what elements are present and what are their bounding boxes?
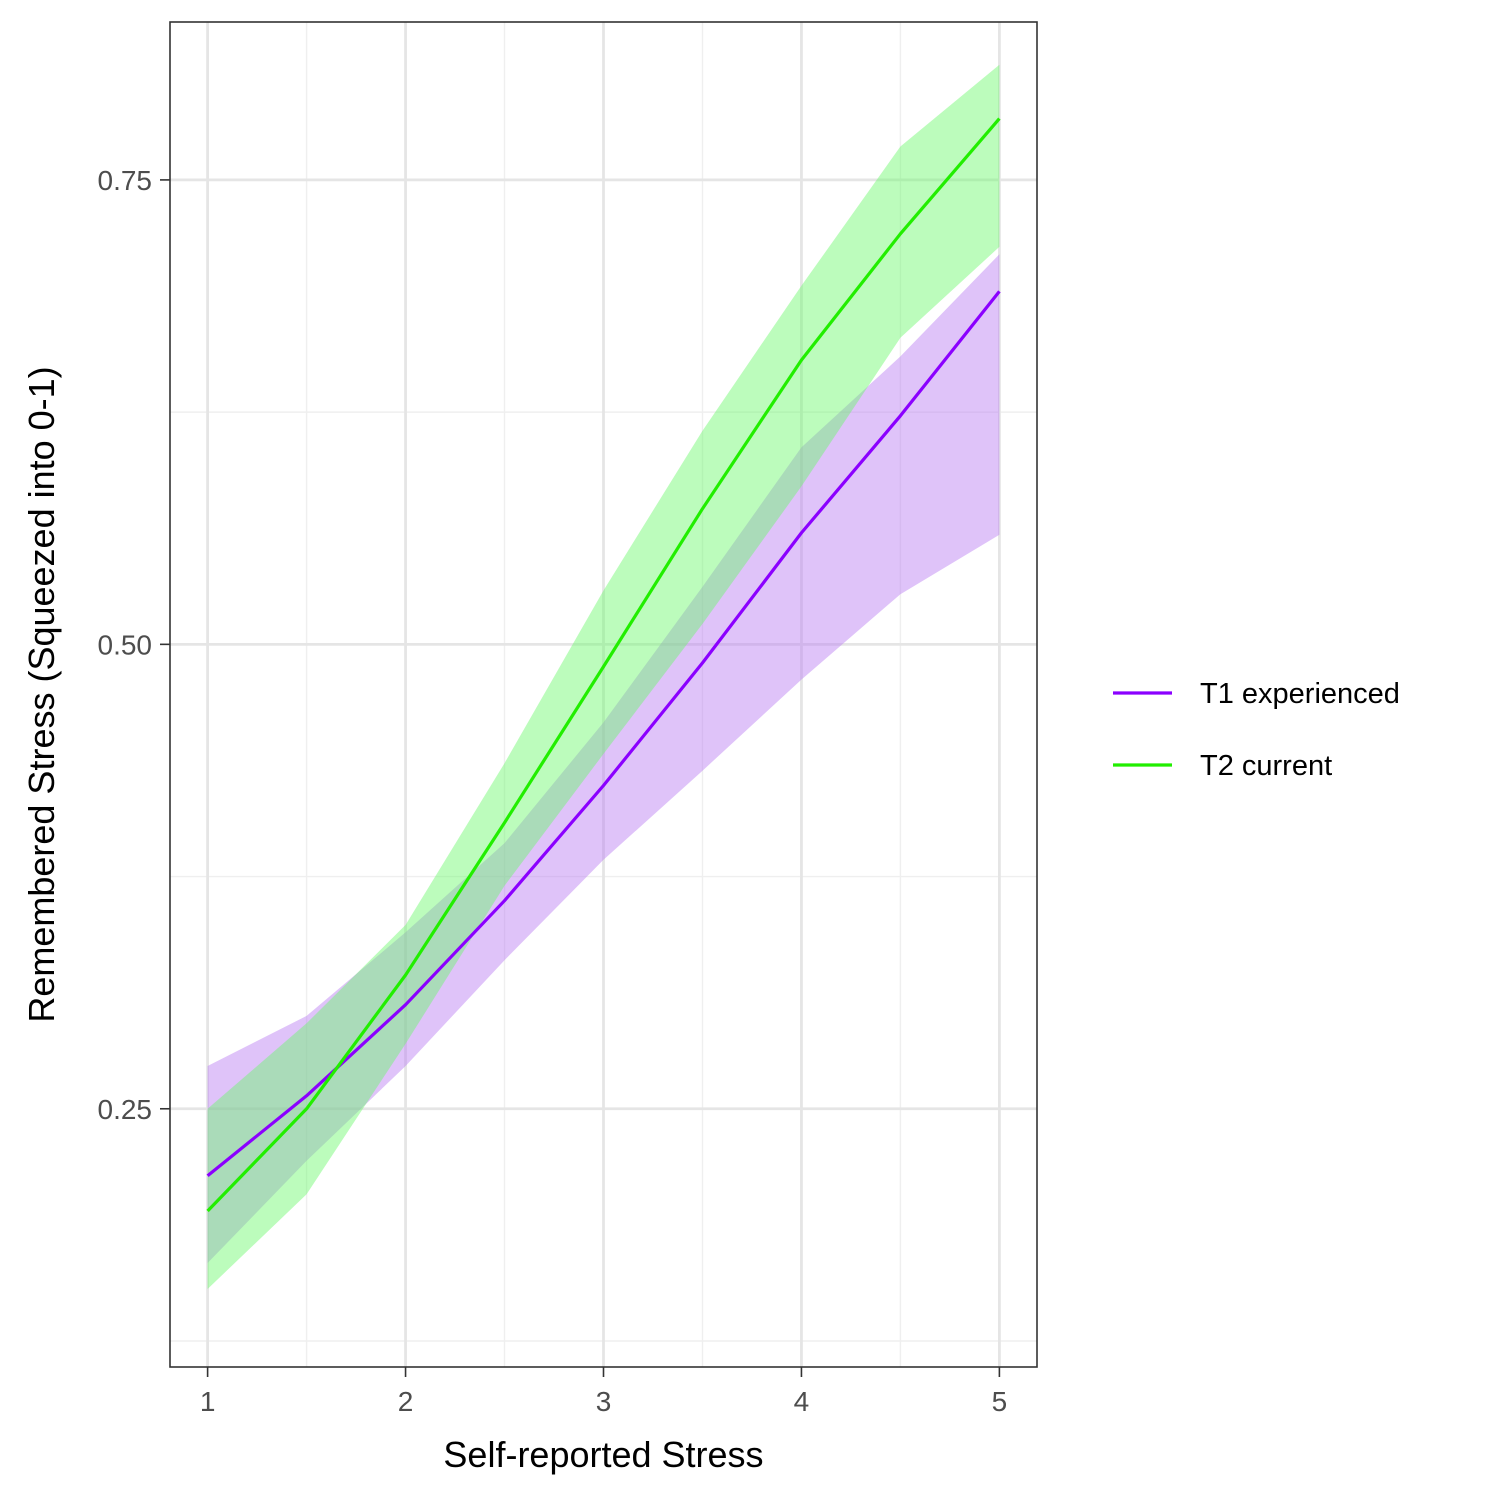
grid-major <box>170 22 1037 1367</box>
y-tick-label: 0.75 <box>98 165 153 196</box>
x-tick-label: 1 <box>200 1386 216 1417</box>
legend-label-t1-experienced: T1 experienced <box>1200 678 1400 710</box>
y-axis: 0.25 0.50 0.75 <box>98 165 170 1125</box>
y-tick-label: 0.25 <box>98 1094 153 1125</box>
y-axis-title: Remembered Stress (Squeezed into 0-1) <box>21 366 62 1022</box>
x-axis-title: Self-reported Stress <box>443 1434 763 1475</box>
legend-label-t2-current: T2 current <box>1200 750 1332 782</box>
x-tick-label: 5 <box>992 1386 1008 1417</box>
ribbon-t2-current <box>207 64 1000 1290</box>
x-tick-label: 3 <box>596 1386 612 1417</box>
ribbon-t1-experienced <box>207 254 1000 1263</box>
x-tick-label: 4 <box>794 1386 810 1417</box>
y-tick-label: 0.50 <box>98 629 153 660</box>
line-t2-current <box>206 117 1001 1213</box>
x-axis: 1 2 3 4 5 <box>200 1367 1007 1417</box>
confidence-ribbons <box>207 64 1000 1290</box>
x-tick-label: 2 <box>398 1386 414 1417</box>
legend: T1 experienced T2 current <box>1113 678 1400 782</box>
series-lines <box>206 117 1001 1213</box>
